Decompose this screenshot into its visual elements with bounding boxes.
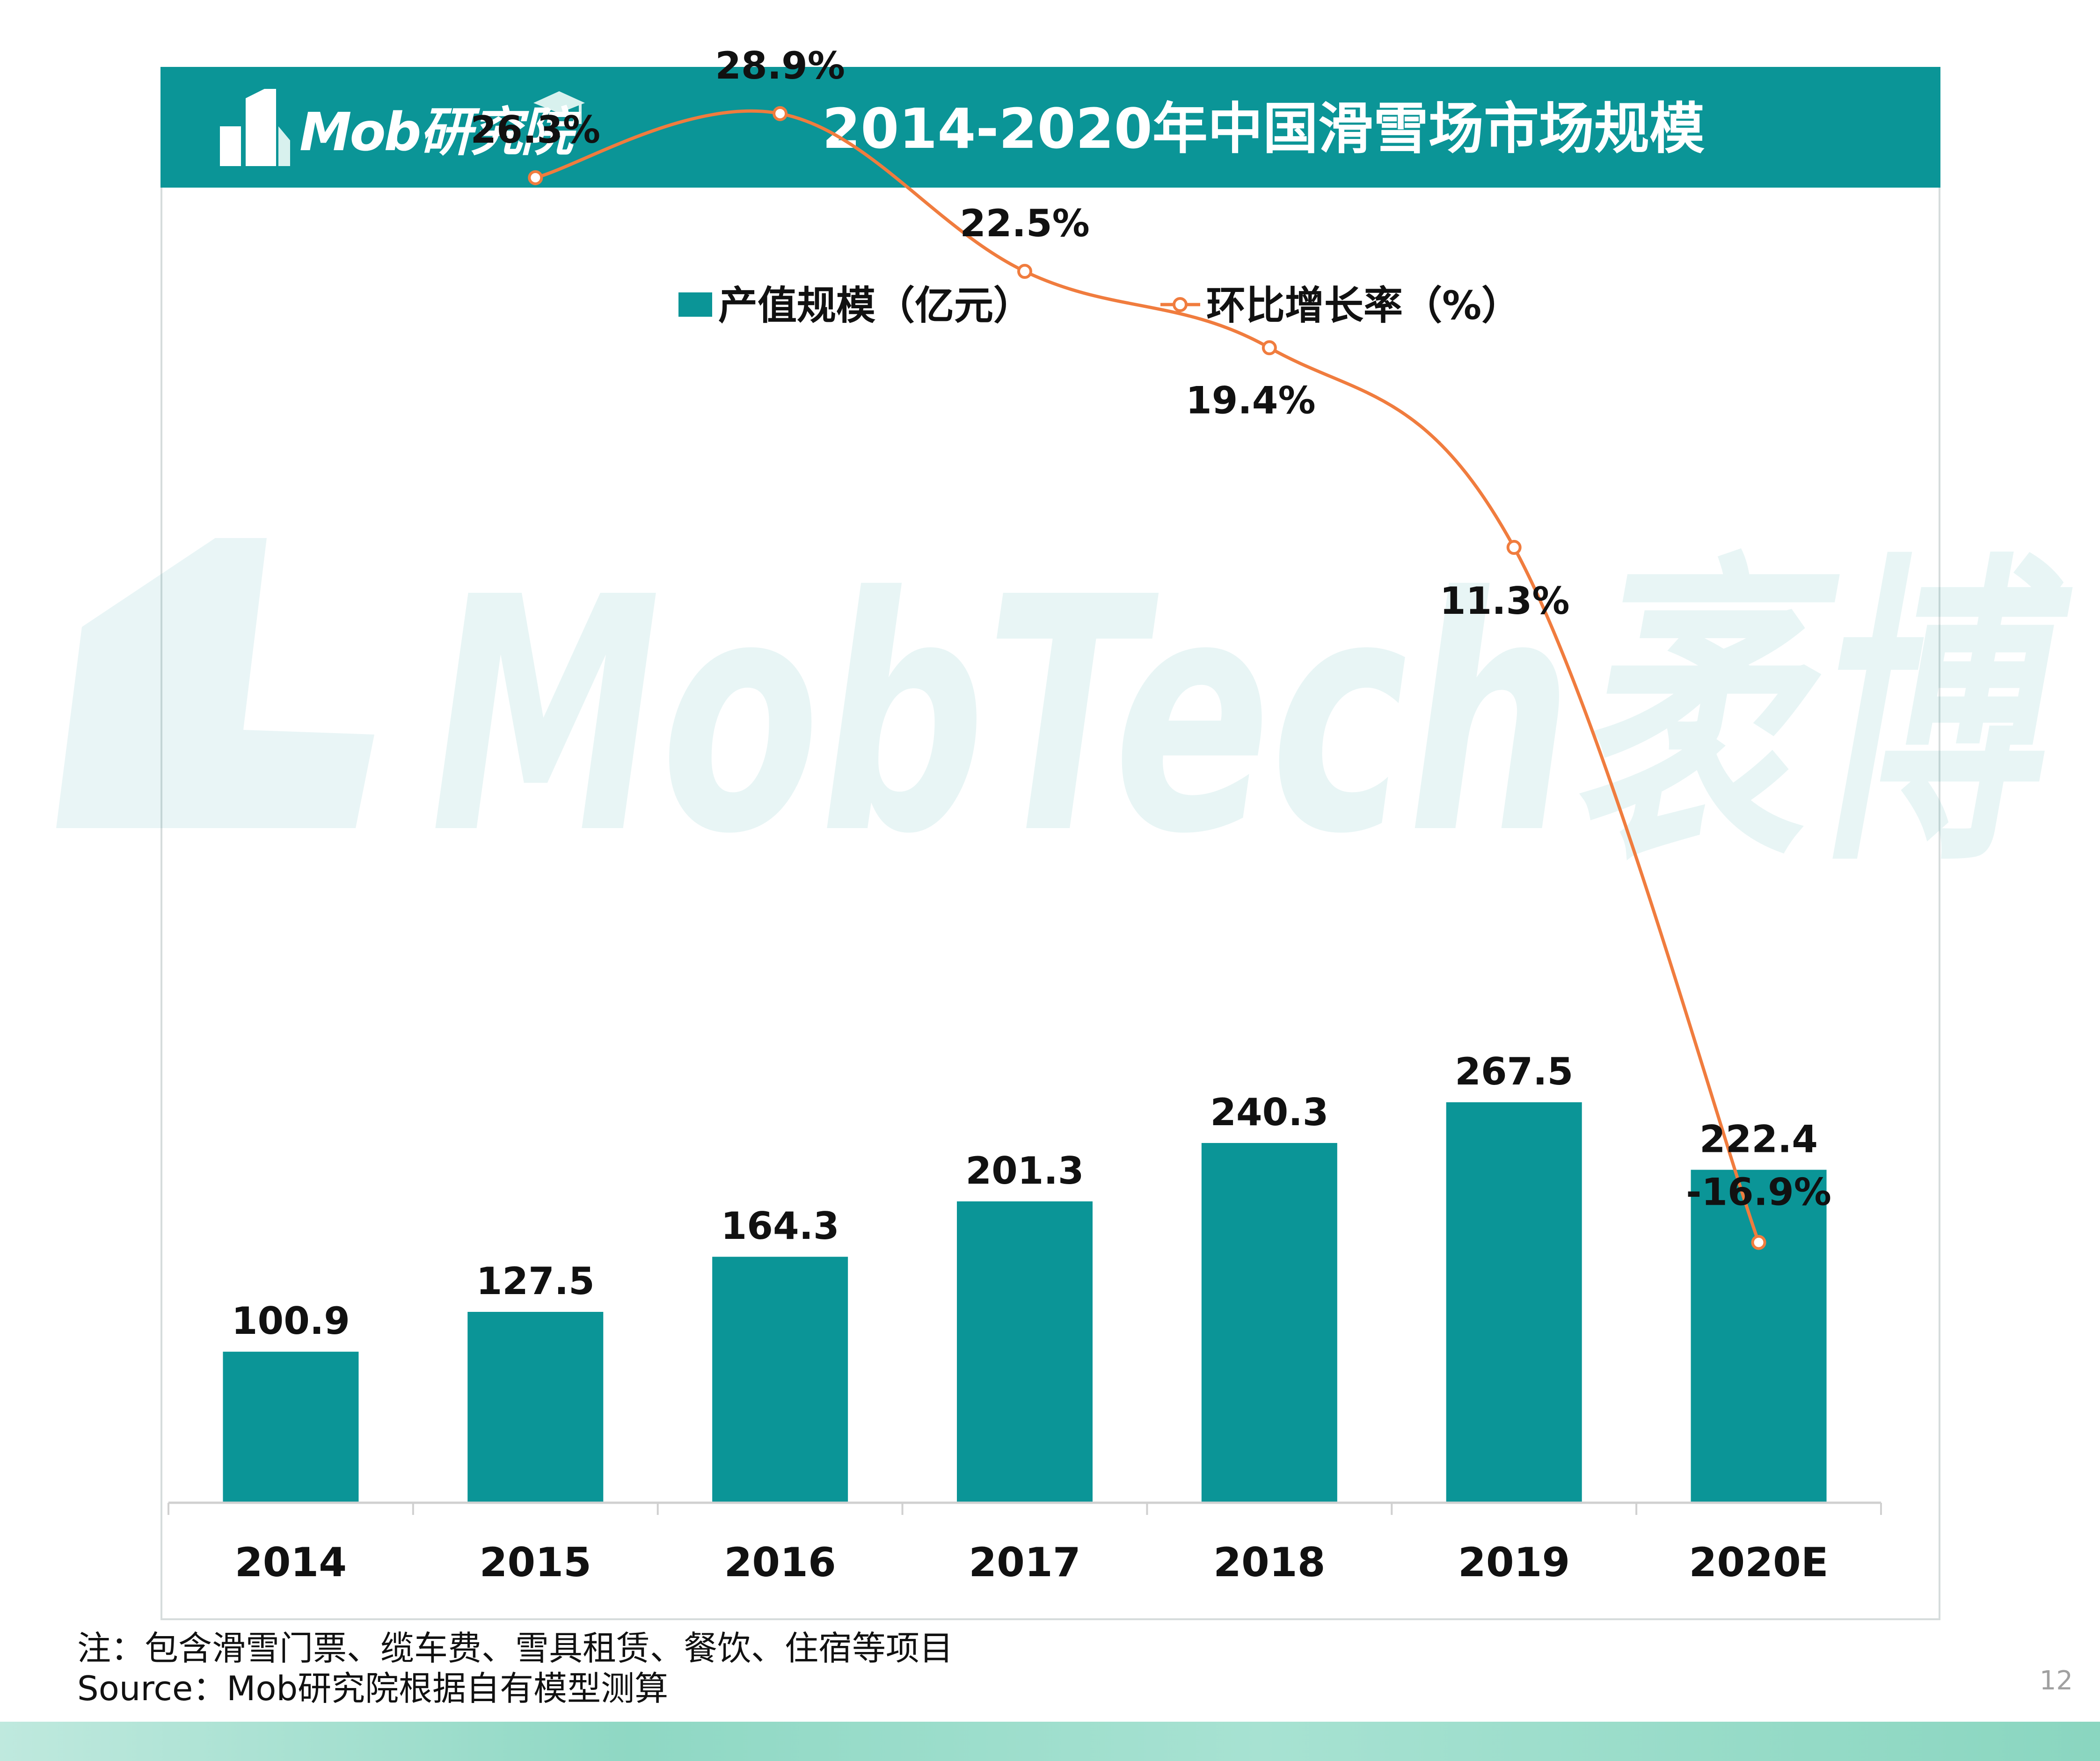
bar-value-label-2014: 100.9 <box>232 1299 350 1343</box>
bar-value-label-2017: 201.3 <box>965 1149 1084 1193</box>
x-tick-label-2020E: 2020E <box>1689 1539 1829 1586</box>
mob-logo-icon <box>220 89 585 166</box>
growth-rate-label-2019: 11.3% <box>1440 579 1570 623</box>
growth-rate-point-2019 <box>1506 540 1522 555</box>
logo-text: Mob研究院 <box>299 102 573 163</box>
title-bar <box>160 67 1940 188</box>
bar-2019 <box>1446 1102 1582 1503</box>
legend-bar-swatch <box>678 292 712 317</box>
growth-rate-label-2016: 28.9% <box>715 44 845 87</box>
note-text: 注：包含滑雪门票、缆车费、雪具租赁、餐饮、住宿等项目 <box>77 1629 954 1668</box>
growth-rate-label-2017: 22.5% <box>960 202 1090 245</box>
page-number: 12 <box>2039 1666 2073 1696</box>
growth-rate-point-2015 <box>528 170 543 185</box>
x-tick-label-2016: 2016 <box>724 1539 836 1586</box>
legend-line-marker <box>1173 297 1188 312</box>
growth-rate-point-2016 <box>773 106 788 121</box>
x-tick-label-2017: 2017 <box>969 1539 1080 1586</box>
legend: 产值规模（亿元） 环比增长率（%） <box>678 283 1521 328</box>
x-tick-label-2014: 2014 <box>235 1539 347 1586</box>
bar-value-label-2018: 240.3 <box>1210 1091 1328 1134</box>
source-text: Source：Mob研究院根据自有模型测算 <box>77 1669 669 1708</box>
growth-rate-point-2018 <box>1261 340 1277 356</box>
x-tick-label-2018: 2018 <box>1213 1539 1325 1586</box>
bar-value-label-2020E: 222.4 <box>1699 1117 1818 1161</box>
bar-2018 <box>1201 1143 1337 1503</box>
x-tick-label-2015: 2015 <box>480 1539 591 1586</box>
legend-bar-label: 产值规模（亿元） <box>718 283 1033 328</box>
watermark-text: MobTech袤博 <box>430 529 2075 904</box>
x-tick-label-2019: 2019 <box>1458 1539 1570 1586</box>
chart-title: 2014-2020年中国滑雪场市场规模 <box>822 96 1705 161</box>
bar-2015 <box>467 1312 604 1503</box>
bar-value-label-2019: 267.5 <box>1455 1050 1573 1093</box>
growth-rate-label-2020E: -16.9% <box>1686 1171 1831 1214</box>
growth-rate-line <box>535 109 1760 1243</box>
bar-2016 <box>712 1257 848 1503</box>
bottom-decoration-band <box>0 1722 2100 1761</box>
footnote: 注：包含滑雪门票、缆车费、雪具租赁、餐饮、住宿等项目 Source：Mob研究院… <box>77 1628 953 1709</box>
growth-rate-point-2017 <box>1017 264 1032 279</box>
growth-rate-point-2020E <box>1751 1235 1766 1250</box>
bar-2014 <box>223 1352 359 1503</box>
bar-2017 <box>957 1201 1093 1503</box>
bar-2020E <box>1691 1170 1827 1503</box>
growth-rate-label-2018: 19.4% <box>1186 378 1316 422</box>
growth-rate-label-2015: 26.3% <box>471 108 601 152</box>
legend-line-label: 环比增长率（%） <box>1206 283 1521 328</box>
bar-value-label-2016: 164.3 <box>721 1204 839 1248</box>
bar-value-label-2015: 127.5 <box>476 1259 595 1303</box>
